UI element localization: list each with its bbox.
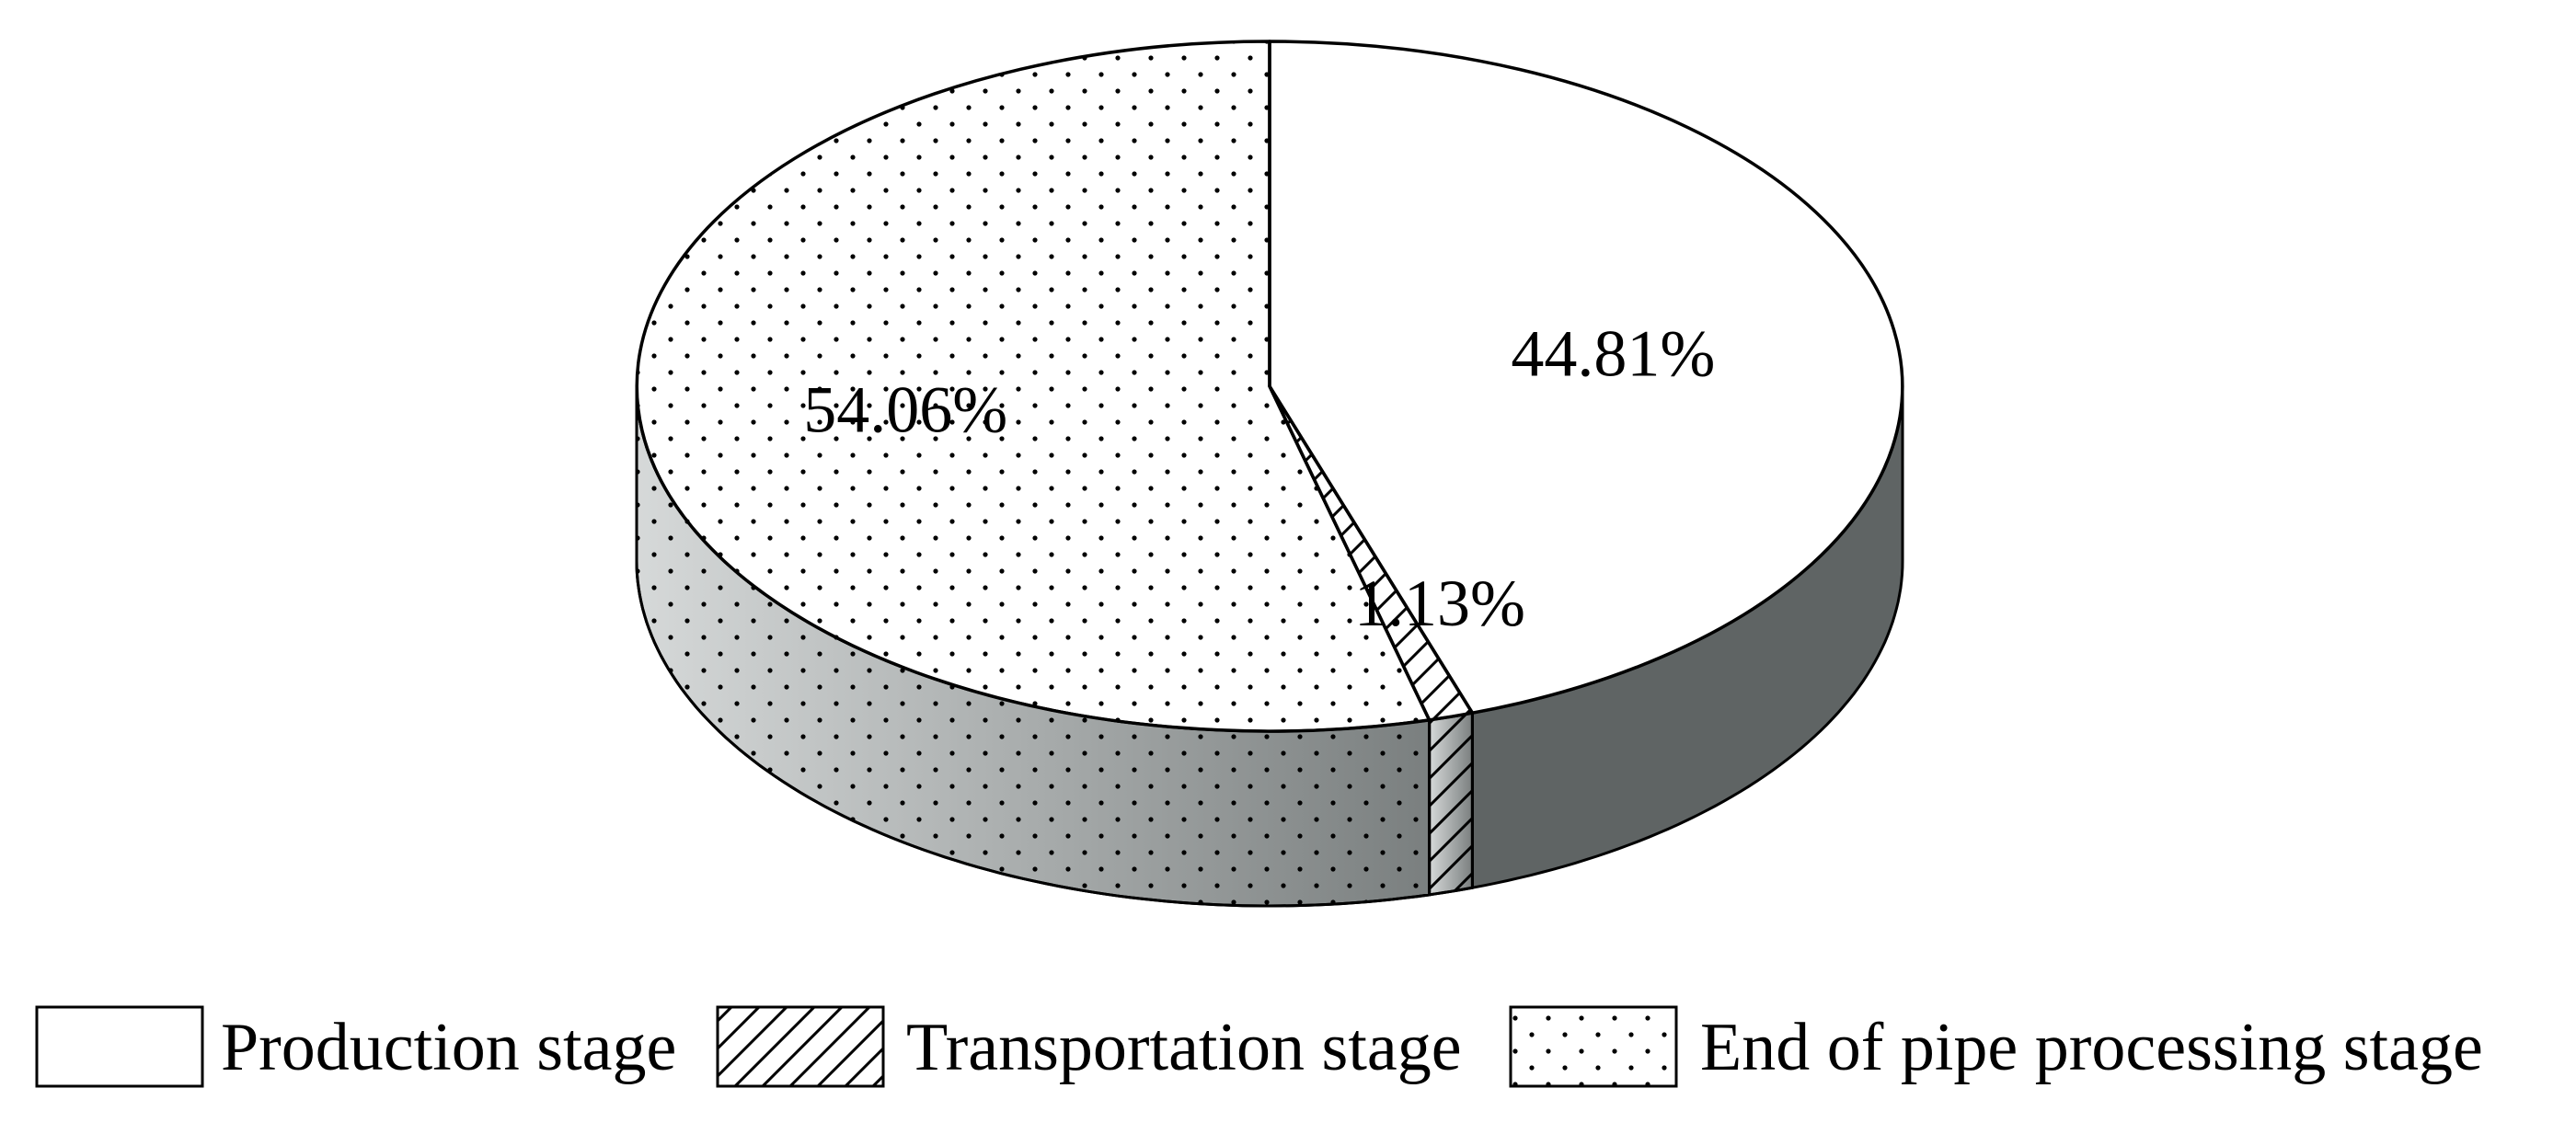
pie-top-faces (635, 40, 1904, 733)
pie-slice-1 (1268, 40, 1904, 715)
pie-side-pattern-2 (1428, 711, 1474, 897)
pie-side-walls (635, 385, 1904, 908)
legend-label-1: Production stage (221, 1010, 676, 1085)
legend-swatch-1 (35, 1005, 204, 1088)
data-label-2: 1.13% (1354, 567, 1525, 640)
data-label-1: 44.81% (1511, 317, 1715, 391)
legend-label-3: End of pipe processing stage (1700, 1010, 2483, 1085)
legend-label-2: Transportation stage (906, 1010, 1462, 1085)
data-label-3: 54.06% (803, 373, 1007, 447)
legend-swatch-2 (716, 1005, 885, 1088)
legend-swatch-3 (1509, 1005, 1678, 1088)
pie-slice-3 (635, 40, 1432, 733)
legend: Production stage Transportation stage End … (35, 1005, 2483, 1088)
pie-data-labels: 44.81% 1.13% 54.06% (803, 317, 1715, 641)
